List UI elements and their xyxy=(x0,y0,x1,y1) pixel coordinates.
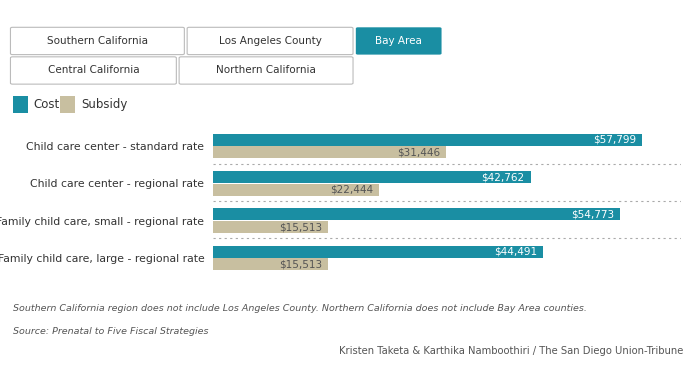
Bar xyxy=(213,221,328,233)
Text: Los Angeles County: Los Angeles County xyxy=(219,36,321,46)
Text: Subsidy: Subsidy xyxy=(81,98,128,111)
Text: $42,762: $42,762 xyxy=(482,172,525,182)
Text: Southern California region does not include Los Angeles County. Northern Califor: Southern California region does not incl… xyxy=(13,304,586,313)
Text: Bay Area: Bay Area xyxy=(375,36,422,46)
Bar xyxy=(213,208,620,220)
Text: $31,446: $31,446 xyxy=(397,147,441,158)
Text: Kristen Taketa & Karthika Namboothiri / The San Diego Union-Tribune: Kristen Taketa & Karthika Namboothiri / … xyxy=(339,346,683,356)
Text: $54,773: $54,773 xyxy=(571,209,614,219)
Bar xyxy=(213,184,379,196)
Text: $44,491: $44,491 xyxy=(494,246,537,257)
Text: $22,444: $22,444 xyxy=(330,185,374,195)
Text: Northern California: Northern California xyxy=(216,65,316,76)
Text: $57,799: $57,799 xyxy=(593,135,636,145)
Bar xyxy=(213,146,446,158)
Text: $15,513: $15,513 xyxy=(279,259,322,269)
Text: $15,513: $15,513 xyxy=(279,222,322,232)
Bar xyxy=(213,258,328,270)
Text: Central California: Central California xyxy=(47,65,139,76)
Bar xyxy=(213,171,530,183)
Text: Cost: Cost xyxy=(33,98,60,111)
Bar xyxy=(213,246,544,258)
Text: Source: Prenatal to Five Fiscal Strategies: Source: Prenatal to Five Fiscal Strategi… xyxy=(13,327,208,335)
Text: Southern California: Southern California xyxy=(47,36,148,46)
Bar xyxy=(213,134,643,146)
